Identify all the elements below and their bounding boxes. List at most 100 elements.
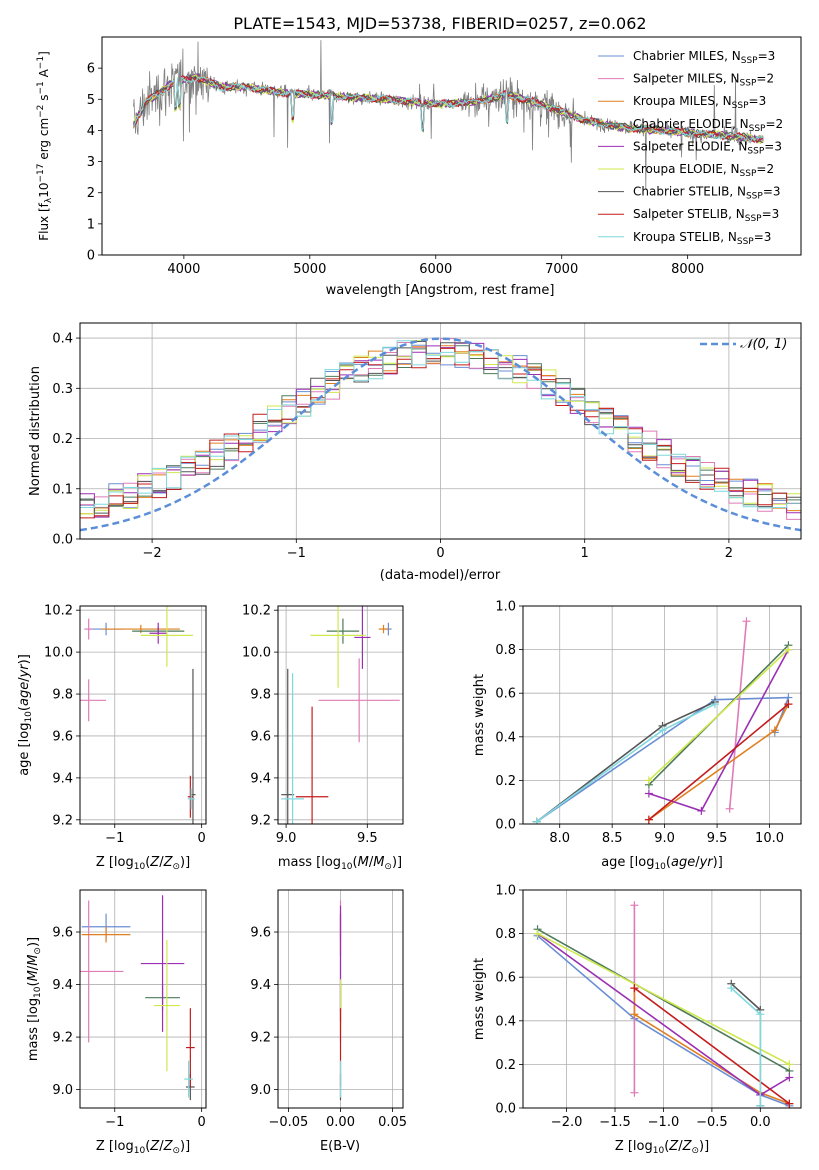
grid — [278, 606, 403, 824]
massweight-vs-age-panel: 8.0 8.5 9.0 9.5 10.0 0.0 0.2 0.4 0.6 0.8 1.0 — [495, 600, 802, 846]
x-tick-label: −0.05 — [268, 1115, 308, 1130]
y-tick-label: 0.4 — [495, 1014, 516, 1029]
x-tick-label: 8000 — [671, 262, 704, 277]
y-tick-label: 9.6 — [250, 926, 271, 941]
y-tick-label: 9.4 — [52, 771, 73, 786]
p5-x-label: age [log10(age/yr)] — [601, 855, 723, 872]
ticks: −0.05 0.00 0.05 9.0 9.2 9.4 9.6 — [250, 926, 407, 1130]
legend: Chabrier MILES, NSSP=3 Salpeter MILES, NS… — [598, 49, 783, 247]
p6-y-label: mass [log10(M/M⊙)] — [26, 937, 43, 1061]
legend-label: Salpeter MILES, NSSP=2 — [633, 72, 774, 89]
legend-label: Chabrier STELIB, NSSP=3 — [633, 185, 781, 202]
x-tick-label: −1 — [287, 546, 306, 561]
p3-x-label: Z [log10(Z/Z⊙)] — [96, 855, 190, 872]
ticks: −1 0 9.2 9.4 9.6 9.8 10.0 10.2 — [44, 604, 206, 846]
plot-area — [133, 40, 764, 190]
histogram-panel: −2 −1 0 1 2 0.0 0.1 0.2 0.3 0.4 — [52, 322, 802, 561]
x-tick-label: 0 — [198, 831, 206, 846]
y-tick-label: 1 — [87, 217, 95, 232]
y-tick-label: 0.0 — [495, 1102, 516, 1117]
x-tick-label: 0.0 — [750, 1115, 771, 1130]
y-tick-label: 9.6 — [52, 729, 73, 744]
y-tick-label: 0.6 — [495, 687, 516, 702]
y-tick-label: 0.0 — [495, 818, 516, 833]
grid — [80, 890, 206, 1108]
p6-x-label: Z [log10(Z/Z⊙)] — [96, 1139, 190, 1156]
x-tick-label: −1 — [105, 831, 124, 846]
y-tick-label: 9.6 — [52, 926, 73, 941]
y-tick-label: 9.6 — [250, 729, 271, 744]
axes-frame — [79, 889, 207, 1109]
y-tick-label: 0.3 — [52, 382, 73, 397]
series-line-1 — [728, 621, 748, 809]
y-tick-label: 0.4 — [495, 730, 516, 745]
x-tick-label: −2.0 — [551, 1115, 583, 1130]
legend-label: Salpeter ELODIE, NSSP=3 — [633, 139, 782, 156]
x-tick-label: 8.5 — [602, 831, 623, 846]
x-tick-label: 10.0 — [755, 831, 784, 846]
series-line-0 — [536, 935, 790, 1107]
spectrum-x-label: wavelength [Angstrom, rest frame] — [326, 283, 555, 298]
legend-label: Salpeter STELIB, NSSP=3 — [633, 207, 779, 224]
p3-y-label: age [log10(age/yr)] — [17, 654, 34, 776]
axes-frame — [522, 605, 802, 825]
x-tick-label: 0.05 — [378, 1115, 407, 1130]
x-tick-label: 5000 — [293, 262, 326, 277]
x-tick-label: 2 — [725, 546, 733, 561]
x-tick-label: 0.00 — [326, 1115, 355, 1130]
y-tick-label: 0.0 — [52, 533, 73, 548]
normal-curve — [80, 337, 801, 532]
x-tick-label: 7000 — [545, 262, 578, 277]
y-tick-label: 10.0 — [242, 646, 271, 661]
plot-area — [532, 617, 793, 824]
normal-legend-label: 𝒩(0, 1) — [740, 337, 787, 352]
x-tick-label: 6000 — [419, 262, 452, 277]
axes-frame — [522, 889, 802, 1109]
p8-y-label: mass weight — [472, 958, 487, 1040]
plot-area — [281, 606, 400, 824]
legend-label: Kroupa STELIB, NSSP=3 — [633, 230, 771, 247]
x-tick-label: 9.5 — [707, 831, 728, 846]
legend-label: Kroupa MILES, NSSP=3 — [633, 94, 766, 111]
axes-frame — [277, 605, 404, 825]
series-line-2 — [633, 988, 790, 1105]
y-tick-label: 9.4 — [250, 771, 271, 786]
grid — [80, 606, 206, 824]
y-tick-label: 10.0 — [44, 646, 73, 661]
spectrum-panel: 4000 5000 6000 7000 8000 0 1 2 3 4 5 6 — [87, 36, 802, 277]
axes-frame — [79, 322, 802, 540]
age-vs-mass-panel: 9.0 9.5 9.2 9.4 9.6 9.8 10.0 10.2 — [242, 604, 404, 846]
series-line-5 — [537, 932, 790, 1066]
plot-area — [533, 901, 794, 1108]
y-tick-label: 9.2 — [52, 1031, 73, 1046]
ticks: −2.0 −1.5 −1.0 −0.5 0.0 0.0 0.2 0.4 0.6 0.8 1.0 — [495, 884, 770, 1131]
y-tick-label: 2 — [87, 186, 95, 201]
legend-label: Kroupa ELODIE, NSSP=2 — [633, 162, 774, 179]
y-tick-label: 0.4 — [52, 332, 73, 347]
ticks: 4000 5000 6000 7000 8000 0 1 2 3 4 5 6 — [87, 62, 704, 277]
histogram-legend: 𝒩(0, 1) — [700, 337, 787, 352]
legend-label: Chabrier MILES, NSSP=3 — [633, 49, 775, 66]
y-tick-label: 9.4 — [250, 978, 271, 993]
model-spectrum-5 — [133, 74, 764, 144]
x-tick-label: 4000 — [167, 262, 200, 277]
x-tick-label: 8.0 — [549, 831, 570, 846]
plot-area — [80, 895, 195, 1101]
y-tick-label: 9.2 — [52, 813, 73, 828]
y-tick-label: 9.0 — [250, 1083, 271, 1098]
p5-y-label: mass weight — [472, 674, 487, 756]
ticks: 9.0 9.5 9.2 9.4 9.6 9.8 10.0 10.2 — [242, 604, 378, 846]
chart-title: PLATE=1543, MJD=53738, FIBERID=0257, z=0… — [233, 14, 646, 33]
y-tick-label: 9.0 — [52, 1083, 73, 1098]
x-tick-label: −2 — [143, 546, 162, 561]
x-tick-label: 0 — [436, 546, 444, 561]
y-tick-label: 9.8 — [52, 688, 73, 703]
series-line-5 — [648, 649, 789, 781]
x-tick-label: 9.0 — [276, 831, 297, 846]
series-line-7 — [648, 703, 789, 821]
y-tick-label: 0 — [87, 249, 95, 264]
series-line-7 — [633, 987, 790, 1105]
grid — [523, 605, 801, 825]
massweight-vs-Z-panel: −2.0 −1.5 −1.0 −0.5 0.0 0.0 0.2 0.4 0.6 0.8 1.0 — [495, 884, 802, 1131]
age-vs-Z-panel: −1 0 9.2 9.4 9.6 9.8 10.0 10.2 — [44, 604, 207, 846]
